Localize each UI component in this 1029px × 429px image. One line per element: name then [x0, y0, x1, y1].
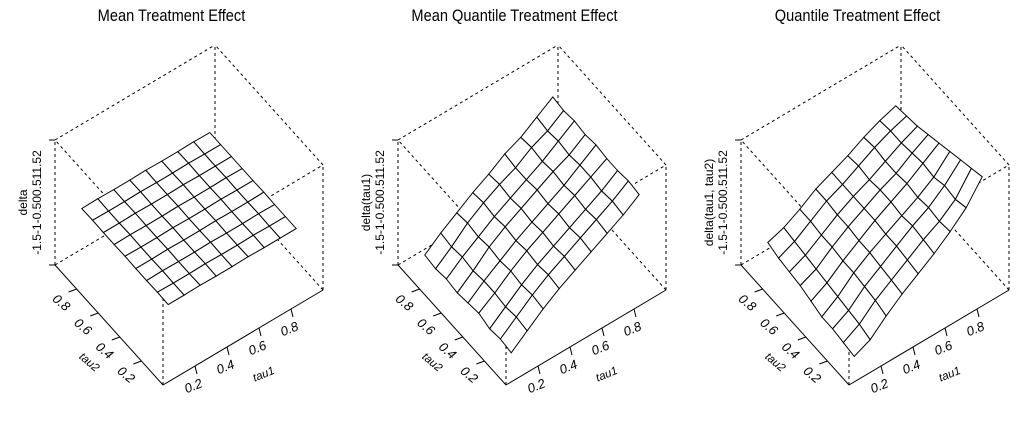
tau1-tick-label: 0.2: [868, 375, 891, 396]
z-tick-labels: -1.5-1-0.500.511.52: [373, 150, 387, 255]
tau2-tick: [776, 312, 785, 317]
box-edge: [214, 44, 324, 166]
tau1-tick: [194, 365, 198, 375]
tau1-axis-label: tau1: [251, 365, 276, 385]
tau1-tick: [569, 346, 573, 356]
tau2-tick-label: 0.4: [93, 339, 116, 362]
tau1-tick-label: 0.8: [278, 318, 301, 339]
tau2-tick-label: 0.6: [414, 315, 438, 339]
tau1-tick: [537, 365, 541, 375]
box-edge: [557, 44, 667, 166]
tau2-tick-label: 0.2: [801, 363, 825, 387]
box-edge: [900, 44, 1010, 166]
tau1-tick-label: 0.6: [589, 337, 612, 358]
tau2-tick: [133, 360, 142, 365]
tau1-tick-label: 0.6: [932, 337, 955, 358]
axis-tau1: [162, 289, 324, 386]
z-tick-labels: -1.5-1-0.500.511.52: [30, 150, 44, 255]
surface: [81, 131, 297, 306]
tau2-tick-label: 0.4: [779, 339, 802, 362]
tau2-tick: [411, 288, 420, 293]
tau2-tick-label: 0.2: [458, 363, 482, 387]
tau2-tick-label: 0.8: [393, 291, 417, 315]
tau2-tick: [754, 288, 763, 293]
tau1-tick: [944, 327, 948, 337]
axis-tau2: [740, 264, 850, 386]
z-axis-label: delta(tau1, tau2): [702, 159, 716, 246]
tau2-tick: [433, 312, 442, 317]
tau1-tick: [226, 346, 230, 356]
axis-tau1: [505, 289, 667, 386]
tau2-tick: [476, 360, 485, 365]
z-tick-labels: -1.5-1-0.500.511.52: [716, 150, 730, 255]
tau1-tick-label: 0.4: [557, 356, 579, 377]
surface-plot-1: 0.20.40.60.8tau10.20.40.60.8tau2-1.5-1-0…: [16, 44, 324, 396]
chart-title: Quantile Treatment Effect: [774, 6, 941, 25]
tau2-tick: [90, 312, 99, 317]
tau2-tick: [797, 336, 806, 341]
panel-mean-quantile-treatment-effect: Mean Quantile Treatment Effect 0.2 0.4 0.6…: [343, 0, 686, 429]
box-edge: [740, 44, 902, 141]
tau2-tick-label: 0.4: [436, 339, 459, 362]
box-edge: [740, 169, 902, 266]
tau1-tick-label: 0.8: [964, 318, 987, 339]
tau1-axis-label: tau1: [937, 365, 962, 385]
tau2-tick-label: 0.8: [736, 291, 760, 315]
chart-title: Mean Quantile Treatment Effect: [411, 6, 618, 25]
tau2-tick: [68, 288, 77, 293]
axis-tau2: [397, 264, 507, 386]
axis-tau1: [848, 289, 1010, 386]
tau2-tick-label: 0.8: [50, 291, 74, 315]
surface-facet: [268, 215, 297, 239]
surface-plot-2: 0.20.40.60.8tau10.20.40.60.8tau2-1.5-1-0…: [359, 44, 667, 396]
tau1-tick: [976, 308, 980, 318]
surface: [767, 105, 983, 358]
box-edge: [397, 169, 559, 266]
z-axis-label: delta(tau1): [359, 174, 373, 231]
tau1-tick-label: 0.2: [525, 375, 548, 396]
surface-facet: [954, 167, 983, 209]
tau1-tick-label: 0.6: [246, 337, 269, 358]
surface-facet: [611, 180, 640, 216]
box-edge: [397, 44, 559, 141]
axis-tau2: [54, 264, 164, 386]
box-edge: [54, 169, 216, 266]
tau1-tick: [290, 308, 294, 318]
surface: [424, 96, 640, 354]
tau1-tick-label: 0.8: [621, 318, 644, 339]
panel-mean-treatment-effect: Mean Treatment Effect 0.2 0.4 0.6 0.8 tau1 0.…: [0, 0, 343, 429]
z-axis-label: delta: [16, 189, 30, 215]
tau1-tick-label: 0.4: [214, 356, 236, 377]
tau1-tick: [880, 365, 884, 375]
tau1-tick: [912, 346, 916, 356]
tau1-tick-label: 0.4: [900, 356, 922, 377]
panel-quantile-treatment-effect: Quantile Treatment Effect 0.2 0.4 0.6 0.8 ta…: [686, 0, 1029, 429]
chart-title: Mean Treatment Effect: [97, 6, 246, 25]
tau2-tick: [111, 336, 120, 341]
tau2-tick: [454, 336, 463, 341]
tau2-tick: [819, 360, 828, 365]
tau1-tick: [601, 327, 605, 337]
surface-plot-3: 0.20.40.60.8tau10.20.40.60.8tau2-1.5-1-0…: [702, 44, 1010, 396]
tau2-tick-label: 0.2: [115, 363, 139, 387]
tau1-tick: [258, 327, 262, 337]
tau2-tick-label: 0.6: [757, 315, 781, 339]
tau2-tick-label: 0.6: [71, 315, 95, 339]
tau1-tick: [633, 308, 637, 318]
tau1-axis-label: tau1: [594, 365, 619, 385]
tau1-tick-label: 0.2: [182, 375, 205, 396]
box-edge: [54, 44, 216, 141]
